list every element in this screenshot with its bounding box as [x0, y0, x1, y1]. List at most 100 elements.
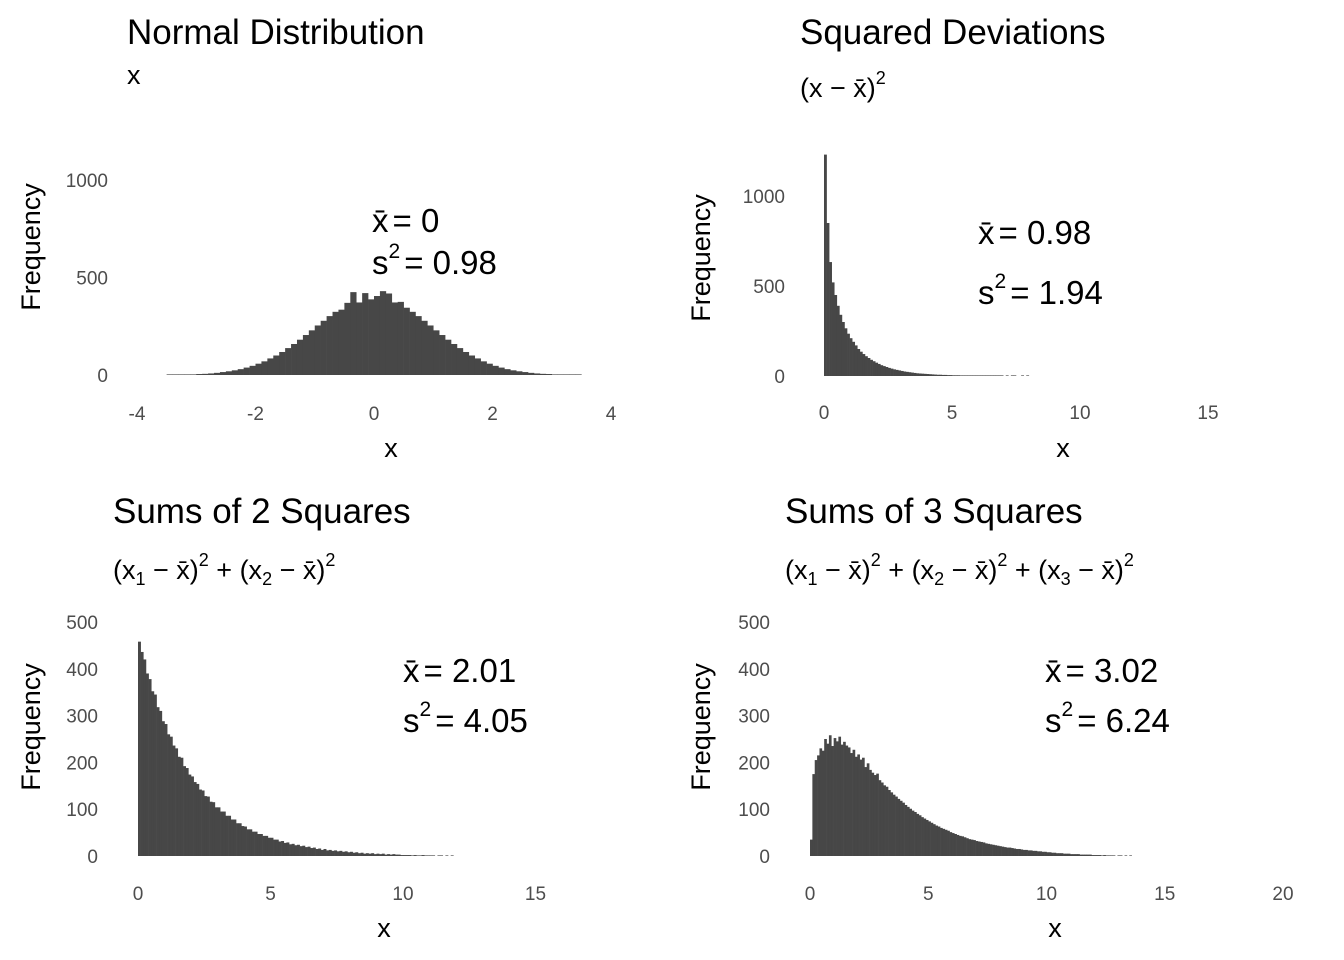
histogram-bar	[985, 843, 988, 856]
histogram-bar	[297, 844, 300, 856]
histogram-bar	[440, 855, 444, 856]
histogram-bar	[1015, 848, 1019, 856]
histogram-bar	[320, 849, 324, 856]
histogram-bar	[403, 855, 406, 856]
histogram-bar	[196, 374, 203, 375]
histogram-bar	[1039, 851, 1043, 856]
histogram-bar	[486, 363, 493, 375]
histogram-bar	[409, 311, 416, 375]
histogram-bar	[296, 339, 304, 375]
histogram-bar	[1005, 375, 1009, 376]
histogram-bar	[838, 736, 842, 856]
y-tick-label: 300	[738, 707, 770, 728]
histogram-bar	[850, 753, 853, 856]
histogram-bar	[939, 374, 943, 376]
histogram-bar	[870, 359, 873, 376]
histogram-bar	[357, 853, 361, 856]
histogram-bar	[898, 370, 902, 376]
histogram-bar	[869, 769, 872, 856]
subtitle-part: 2	[1124, 550, 1134, 570]
subtitle-part: 2	[199, 550, 209, 570]
histogram-bar	[1084, 854, 1088, 856]
histogram-bar	[906, 806, 910, 856]
histogram-bar	[283, 842, 287, 856]
histogram-bar	[956, 834, 960, 856]
histogram-bar	[980, 375, 984, 376]
histogram-bar	[270, 837, 274, 856]
histogram-bar	[1110, 855, 1114, 856]
histogram-bar	[1048, 852, 1052, 856]
histogram-bar	[400, 855, 404, 856]
histogram-bar	[387, 854, 391, 856]
histogram-bar	[228, 815, 232, 856]
histogram-bar	[1096, 855, 1099, 856]
histogram-bar	[202, 373, 209, 375]
histogram-bar	[916, 373, 920, 376]
histogram-bar	[998, 375, 1001, 376]
histogram-bar	[977, 841, 981, 856]
histogram-bar	[903, 371, 907, 376]
histogram-bar	[167, 734, 171, 856]
histogram-bar	[1055, 853, 1059, 856]
histogram-bar	[575, 374, 582, 375]
histogram-bar	[164, 724, 168, 856]
y-tick-label: 0	[774, 367, 785, 388]
histogram-bar	[932, 824, 936, 856]
histogram-bar	[225, 815, 229, 856]
x-tick-label: 0	[819, 403, 830, 424]
x-tick-label: 10	[392, 884, 413, 905]
histogram-bar	[949, 375, 953, 376]
y-tick-label: 300	[66, 707, 98, 728]
histogram-bar	[871, 772, 875, 856]
histogram-bar	[243, 367, 250, 375]
histogram-bar	[166, 374, 173, 375]
histogram-bar	[326, 316, 333, 375]
histogram-bar	[893, 369, 896, 376]
histogram-bar	[867, 358, 871, 376]
histogram-bar	[864, 356, 868, 376]
mean-symbol: x̄	[978, 214, 995, 251]
histogram-bar	[1063, 853, 1066, 856]
histogram-bar	[261, 361, 268, 375]
subtitle-part: 2	[997, 550, 1007, 570]
histogram-bar	[935, 825, 939, 856]
histogram-bar	[397, 301, 404, 375]
histogram-bar	[278, 841, 282, 856]
histogram-bar	[416, 855, 420, 856]
histogram-bar	[299, 846, 303, 856]
panel-title: Normal Distribution	[127, 13, 425, 52]
histogram-bar	[940, 827, 943, 856]
histogram-bar	[1013, 375, 1017, 376]
histogram-bar	[222, 811, 226, 856]
histogram-bar	[208, 373, 215, 375]
histogram-bar	[312, 847, 316, 856]
histogram-bar	[545, 374, 553, 375]
histogram-bar	[1072, 854, 1076, 856]
histogram-bar	[1105, 855, 1109, 856]
histogram-bar	[996, 845, 1000, 856]
histogram-bar	[952, 375, 955, 376]
histogram-bar	[859, 351, 863, 376]
subtitle-part: 2	[934, 569, 944, 589]
histogram-bar	[1107, 855, 1111, 856]
histogram-bar	[241, 826, 245, 856]
subtitle-part: (x − x̄)	[800, 73, 876, 103]
histogram-bar	[302, 335, 310, 375]
histogram-bar	[972, 375, 976, 376]
histogram-bar	[255, 363, 262, 375]
histogram-bar	[1046, 852, 1050, 856]
histogram-bar	[878, 780, 882, 856]
histogram-bar	[259, 834, 263, 856]
histogram-bar	[989, 844, 993, 856]
histogram-bar	[854, 345, 858, 376]
x-tick-label: -4	[129, 404, 146, 425]
histogram-bar	[1065, 853, 1069, 856]
bars	[138, 641, 454, 856]
histogram-bar	[169, 736, 173, 856]
histogram-bar	[219, 372, 227, 375]
histogram-bar	[445, 339, 452, 375]
histogram-bar	[918, 815, 922, 856]
variance-value: = 1.94	[1010, 274, 1103, 311]
histogram-bar	[923, 373, 927, 376]
